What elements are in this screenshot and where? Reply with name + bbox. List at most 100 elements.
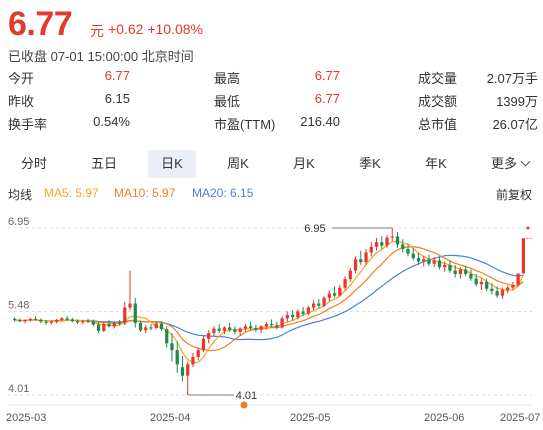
candle-body [311,303,316,308]
ma20-value: MA20: 6.15 [192,186,254,200]
candle-body [44,321,48,323]
candle-body [228,327,232,330]
candle-body [254,327,258,330]
candle-body [500,289,505,296]
top-marker-dot [526,226,530,230]
x-tick-label: 2025-03 [6,412,46,424]
stat-label: 总市值 [418,117,458,132]
candle-body [39,320,43,322]
candle-body [390,236,394,238]
candle-body [128,303,132,308]
low-annotation-label: 4.01 [236,390,257,402]
candle-body [280,318,284,328]
ma10-value: MA10: 5.97 [114,186,176,200]
x-tick-label: 2025-07 [500,412,540,424]
candle-body [207,333,211,339]
candle-body [495,291,499,296]
tab-more[interactable]: 更多 [482,150,538,178]
candle-body [144,327,148,331]
candle-body [112,322,116,327]
candle-body [107,323,111,327]
candle-body [117,321,122,324]
candle-body [359,259,363,263]
ma-legend: 均线 MA5: 5.97 MA10: 5.97 MA20: 6.15 前复权 [8,186,538,202]
adjust-mode-toggle[interactable]: 前复权 [495,188,532,202]
candle-body [75,321,80,323]
candle-body [49,321,53,323]
candle-body [448,264,452,271]
stat-value: 1399万 [496,94,538,109]
tab-minute[interactable]: 分时 [20,156,47,171]
candle-body [353,259,358,271]
candle-body [60,318,64,321]
high-annotation-label: 6.95 [304,223,325,235]
candle-body [374,242,379,247]
candle-body [149,327,153,329]
candle-body [511,284,515,288]
y-tick-label: 4.01 [8,383,29,395]
tab-yearly-k[interactable]: 年K [425,156,447,171]
stat-value: 6.77 [104,68,130,83]
candle-body [385,237,389,246]
candle-body [12,318,17,321]
tab-weekly-k[interactable]: 周K [227,156,249,171]
candle-body [490,288,494,292]
candle-body [264,323,269,327]
candle-body [422,259,426,262]
candle-body [479,281,484,285]
candle-body [217,328,221,331]
candle-body [222,327,227,331]
period-tabs: 分时 五日 日K 周K 月K 季K 年K 更多 [0,150,543,180]
stat-value: 6.77 [314,68,340,83]
candle-body [102,323,106,331]
candle-body [238,328,242,332]
stat-value: 0.54% [93,114,130,129]
stat-value: 216.40 [300,114,340,129]
candle-body [506,287,510,290]
tab-five-day[interactable]: 五日 [90,156,117,171]
candle-body [516,273,520,285]
candle-body [18,320,22,322]
candle-body [28,318,32,321]
candle-body [327,293,331,298]
candle-body [91,321,95,325]
candlestick-chart[interactable]: 6.95 5.48 4.01 6.95 4.01 2025-03 2025-04 2025-0… [0,205,543,430]
x-tick-label: 2025-04 [150,412,190,424]
stat-value: 6.77 [314,91,340,106]
candle-body [364,252,368,263]
candle-body [453,270,457,275]
candle-body [96,324,101,331]
candle-body [259,326,263,330]
stats-row: 换手率 0.54% 市盈(TTM) 216.40 总市值 26.07亿 [8,114,538,136]
stat-label: 换手率 [8,117,48,132]
tab-quarterly-k[interactable]: 季K [359,156,381,171]
stat-label: 成交量 [418,71,458,86]
candle-body [123,307,127,324]
candle-body [154,323,158,328]
candle-body [380,242,384,246]
candle-body [306,307,310,314]
candle-body [469,274,473,279]
candle-body [332,293,337,296]
candle-body [301,311,305,314]
ma-label: 均线 [8,188,33,202]
stat-value: 6.15 [104,91,130,106]
price-change: +0.62 +10.08% [108,21,203,37]
candle-body [138,322,143,331]
candle-body [269,323,274,326]
tab-monthly-k[interactable]: 月K [293,156,315,171]
stat-label: 最高 [214,71,241,86]
candle-body [201,338,206,351]
candle-body [165,329,169,344]
candle-body [170,343,174,351]
y-tick-label: 6.95 [8,216,29,228]
candle-body [70,319,74,322]
tab-daily-k[interactable]: 日K [148,150,196,178]
price-unit: 元 [90,23,104,39]
market-status: 已收盘 07-01 15:00:00 北京时间 [8,49,194,64]
candle-body [322,297,326,306]
candle-body [416,258,421,262]
candle-body [212,328,216,334]
candle-body [159,323,164,330]
candle-body [437,260,442,268]
